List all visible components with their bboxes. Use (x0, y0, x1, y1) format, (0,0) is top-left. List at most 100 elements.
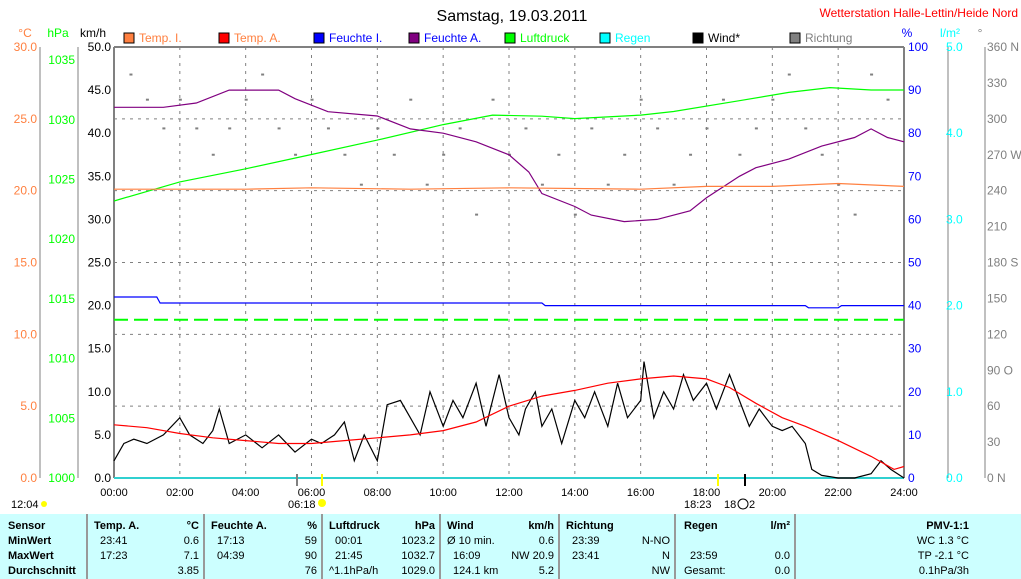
hum-max-value: 90 (304, 550, 317, 562)
direction-point (573, 213, 577, 216)
time-tick: 20:00 (759, 487, 787, 499)
moon-phase-icon (737, 498, 749, 510)
direction-point (425, 183, 429, 186)
legend-swatch (789, 32, 801, 44)
rain-tick: 4.0 (946, 126, 963, 140)
hpa-tick: 1035 (48, 53, 75, 67)
legend-swatch (599, 32, 611, 44)
direction-tick: 330 (987, 76, 1007, 90)
direction-point (590, 127, 594, 130)
direction-point (211, 153, 215, 156)
temp-max-value: 7.1 (183, 550, 199, 562)
hum-avg-value: 76 (304, 565, 317, 577)
time-tick: 24:00 (890, 487, 918, 499)
statistics-table: Sensor MinWert MaxWert Durchschnitt Temp… (0, 514, 1021, 579)
temp-min-value: 0.6 (183, 535, 199, 547)
kmh-tick: 15.0 (88, 342, 112, 356)
direction-point (294, 153, 298, 156)
unit-wind: km/h (528, 520, 554, 532)
dir-max-value: N (662, 550, 670, 562)
label-min: MinWert (8, 535, 52, 547)
grid (114, 47, 904, 478)
unit-hpa: hPa (47, 26, 69, 40)
wind-avg-label: Ø 10 min. (447, 535, 495, 547)
unit-rain: l/m² (940, 26, 960, 40)
press-min-value: 1023.2 (401, 535, 435, 547)
wind-distance: 124.1 km (453, 565, 499, 577)
label-max: MaxWert (8, 550, 54, 562)
kmh-tick: 10.0 (88, 385, 112, 399)
hpa-tick: 1030 (48, 113, 75, 127)
direction-point (886, 98, 890, 101)
hpa-tick: 1005 (48, 411, 75, 425)
direction-point (738, 153, 742, 156)
wind-max-value: NW 20.9 (511, 550, 554, 562)
time-tick: 16:00 (627, 487, 655, 499)
kmh-tick: 45.0 (88, 83, 112, 97)
series-feuchte-a (114, 89, 905, 223)
direction-tick: 360 N (987, 40, 1019, 54)
direction-point (162, 127, 166, 130)
time-tick: 00:00 (100, 487, 128, 499)
legend-swatch (313, 32, 325, 44)
station-name: Wetterstation Halle-Lettin/Heide Nord (819, 6, 1018, 20)
kmh-tick: 20.0 (88, 299, 112, 313)
legend-swatch (218, 32, 230, 44)
press-max-time: 21:45 (335, 550, 363, 562)
axes: 0.05.010.015.020.025.030.010001005101010… (14, 40, 1021, 499)
legend-label: Feuchte A. (424, 31, 481, 45)
rain-max-time: 23:59 (690, 550, 718, 562)
hpa-tick: 1025 (48, 173, 75, 187)
time-tick: 02:00 (166, 487, 194, 499)
direction-point (145, 98, 149, 101)
direction-point (277, 127, 281, 130)
temp-min-time: 23:41 (100, 535, 128, 547)
direction-point (326, 127, 330, 130)
direction-point (491, 98, 495, 101)
direction-point (771, 98, 775, 101)
astro-markers: 12:04 06:18 18:23 18 2 (11, 474, 755, 511)
sun-icon (318, 499, 326, 507)
header-humidity: Feuchte A. (211, 520, 267, 532)
legend-swatch (123, 32, 135, 44)
rain-tick: 2.0 (946, 299, 963, 313)
direction-tick: 150 (987, 291, 1007, 305)
time-tick: 18:00 (693, 487, 721, 499)
col-sensor: Sensor MinWert MaxWert Durchschnitt (0, 514, 88, 579)
direction-point (623, 153, 627, 156)
direction-tick: 300 (987, 112, 1007, 126)
percent-tick: 30 (908, 342, 922, 356)
col-direction: Richtung 23:39 N-NO 23:41 N NW (560, 514, 676, 579)
direction-point (870, 73, 874, 76)
header-pmv: PMV-1:1 (926, 520, 969, 532)
direction-point (689, 153, 693, 156)
rain-tick: 0.0 (946, 471, 963, 485)
series-temp-a (113, 375, 905, 471)
direction-point (228, 127, 232, 130)
direction-point (310, 98, 314, 101)
direction-tick: 240 (987, 184, 1007, 198)
legend-label: Wind* (708, 31, 740, 45)
col-temp: Temp. A. °C 23:41 0.6 17:23 7.1 3.85 (88, 514, 205, 579)
percent-tick: 90 (908, 83, 922, 97)
header-wind: Wind (447, 520, 474, 532)
legend-label: Regen (615, 31, 650, 45)
press-min-time: 00:01 (335, 535, 363, 547)
unit-celsius: °C (18, 26, 32, 40)
time-tick: 22:00 (824, 487, 852, 499)
legend-label: Richtung (805, 31, 852, 45)
direction-point (261, 73, 265, 76)
direction-point (787, 73, 791, 76)
direction-point (754, 127, 758, 130)
rain-total-value: 0.0 (774, 565, 790, 577)
legend-label: Luftdruck (520, 31, 570, 45)
col-pressure: Luftdruck hPa 00:01 1023.2 21:45 1032.7 … (323, 514, 441, 579)
rain-tick: 5.0 (946, 40, 963, 54)
direction-tick: 90 O (987, 363, 1013, 377)
direction-tick: 180 S (987, 256, 1018, 270)
kmh-tick: 50.0 (88, 40, 112, 54)
header-pressure: Luftdruck (329, 520, 380, 532)
legend-label: Feuchte I. (329, 31, 382, 45)
hum-min-value: 59 (304, 535, 317, 547)
direction-point (129, 73, 133, 76)
